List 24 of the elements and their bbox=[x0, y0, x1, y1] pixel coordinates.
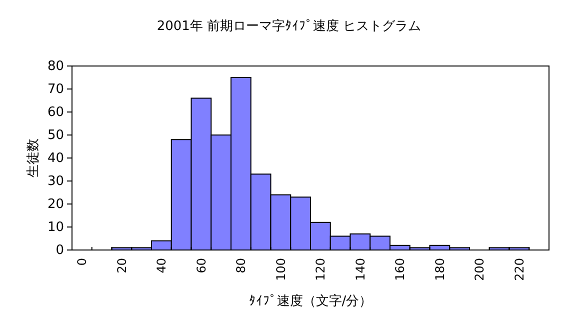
x-tick-label: 60 bbox=[194, 258, 208, 274]
y-axis-title: 生徒数 bbox=[26, 138, 41, 178]
y-tick-label: 70 bbox=[47, 82, 64, 98]
y-tick-label: 50 bbox=[47, 128, 64, 144]
x-tick-label: 0 bbox=[75, 258, 90, 266]
y-tick-label: 30 bbox=[47, 174, 64, 190]
x-tick-label: 140 bbox=[353, 258, 368, 281]
x-tick-label: 100 bbox=[274, 258, 288, 281]
y-tick-label: 0 bbox=[56, 243, 64, 258]
x-tick-label: 180 bbox=[432, 258, 447, 281]
y-tick-label: 40 bbox=[47, 151, 64, 166]
y-tick-label: 80 bbox=[47, 59, 64, 74]
x-tick-label: 200 bbox=[472, 258, 487, 281]
x-tick-label: 220 bbox=[512, 258, 526, 281]
x-tick-label: 160 bbox=[393, 258, 408, 281]
x-tick-label: 40 bbox=[154, 258, 169, 274]
x-axis-title: ﾀｲﾌﾟ速度（文字/分） bbox=[248, 293, 372, 309]
y-tick-label: 60 bbox=[47, 105, 64, 120]
x-tick-label: 120 bbox=[314, 258, 328, 281]
y-tick-label: 10 bbox=[47, 220, 64, 236]
y-tick-label: 20 bbox=[47, 197, 64, 212]
x-tick-label: 20 bbox=[114, 258, 129, 274]
chart-title: 2001年 前期ローマ字ﾀｲﾌﾟ速度 ヒストグラム bbox=[156, 18, 422, 34]
x-tick-label: 80 bbox=[234, 258, 248, 274]
